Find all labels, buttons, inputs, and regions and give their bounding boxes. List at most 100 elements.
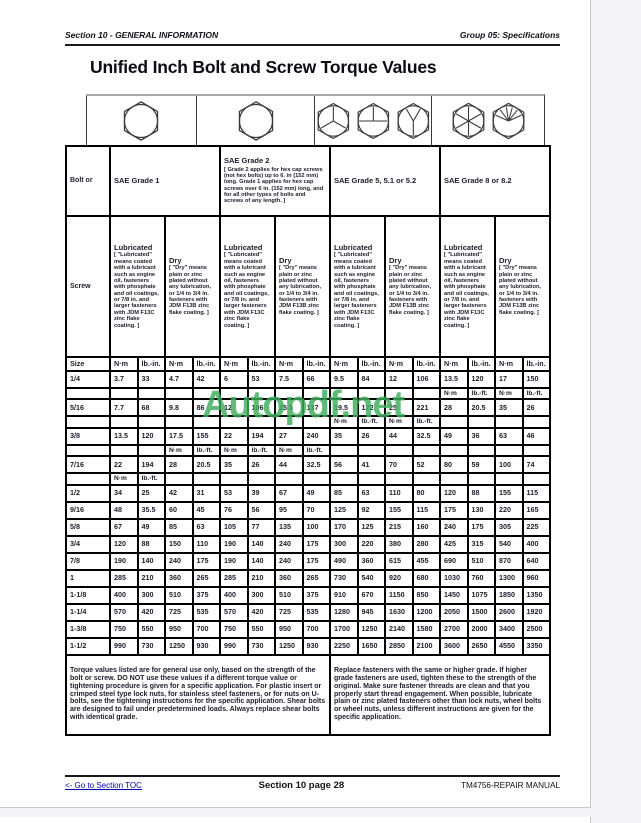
cell-label: Lubricated [444,243,483,253]
unit-cell: lb.-ft. [246,443,276,458]
torque-value-cell: 2600 [494,602,524,622]
cell-label: Dry [389,255,402,265]
grade-header-cell: SAE Grade 5, 5.1 or 5.2 [329,145,441,217]
torque-value-cell: 125 [329,500,359,520]
unit-cell: N·m [219,443,249,458]
unit-cell [164,472,194,486]
bolt-head-3-marks-icon [397,102,429,140]
unit-cell [521,443,551,458]
torque-value-cell: 3400 [494,619,524,639]
torque-value-cell: 13.5 [439,370,469,389]
torque-value-cell: 120 [109,534,139,554]
torque-value-cell: 990 [219,636,249,656]
torque-value-cell: 670 [356,585,386,605]
torque-value-cell: 110 [191,534,221,554]
size-cell: 1-1/4 [65,602,111,622]
cell-label: SAE Grade 8 or 8.2 [444,175,512,185]
unit-header-cell: N·m [219,356,249,372]
torque-value-cell: 28 [164,455,194,475]
torque-value-cell: 760 [466,568,496,588]
bolt-head-plain-icon [124,101,159,141]
unit-header-cell: lb.-in. [466,356,496,372]
cell-note: [ "Lubricated" means coated with a lubri… [444,252,489,329]
torque-value-cell: 360 [356,551,386,571]
torque-value-cell: 175 [466,517,496,537]
torque-value-cell: 1200 [411,602,441,622]
torque-value-cell: 510 [274,585,304,605]
torque-value-cell: 106 [246,398,276,418]
torque-value-cell: 285 [219,568,249,588]
unit-header-cell: N·m [274,356,304,372]
unit-header-cell: N·m [164,356,194,372]
torque-value-cell: 12 [384,370,414,389]
cell-note: [ "Lubricated" means coated with a lubri… [224,252,269,329]
unit-cell: lb.-ft. [301,443,331,458]
torque-value-cell: 33 [136,370,166,389]
cell-note: [ "Dry" means plain or zinc plated witho… [499,265,542,316]
bolt-head-6-marks-icon [452,102,485,140]
torque-value-cell: 750 [109,619,139,639]
torque-value-cell: 950 [274,619,304,639]
torque-value-cell: 175 [301,551,331,571]
unit-cell [411,472,441,486]
torque-value-cell: 17.5 [164,426,194,446]
unit-cell [384,443,414,458]
torque-value-cell: 4.7 [164,370,194,389]
torque-value-cell: 285 [109,568,139,588]
unit-cell: N·m [439,386,469,401]
go-to-section-toc-link[interactable]: <- Go to Section TOC [65,781,142,790]
unit-cell [164,386,194,401]
unit-cell [521,415,551,429]
size-cell: 1-3/8 [65,619,111,639]
torque-value-cell: 535 [301,602,331,622]
unit-header-cell: lb.-in. [246,356,276,372]
torque-value-cell: 1280 [329,602,359,622]
torque-value-cell: 910 [329,585,359,605]
table-row: N·m lb.-ft. [65,472,551,486]
unit-cell [246,386,276,401]
bolt-head-3-marks-icon [317,102,350,140]
torque-value-cell: 35 [219,455,249,475]
unit-cell: N·m [164,443,194,458]
unit-cell [219,472,249,486]
torque-value-cell: 160 [411,517,441,537]
cell-label: SAE Grade 1 [114,175,160,185]
torque-value-cell: 194 [136,455,166,475]
running-header: Section 10 - GENERAL INFORMATION Group 0… [65,30,560,40]
torque-value-cell: 240 [301,426,331,446]
table-row: Bolt or SAE Grade 1 SAE Grade 2[ Grade 2 a… [65,145,551,217]
unit-cell [109,443,139,458]
torque-value-cell: 2140 [384,619,414,639]
table-row: 1/4 3.7 33 4.7 42 6 53 7.5 66 9.5 84 12 106 13.5 120 17… [65,370,551,389]
torque-value-cell: 31 [191,483,221,503]
torque-value-cell: 3600 [439,636,469,656]
torque-value-cell: 34 [109,483,139,503]
torque-value-cell: 3.7 [109,370,139,389]
torque-value-cell: 750 [219,619,249,639]
unit-cell: N·m [329,415,359,429]
torque-value-cell: 140 [246,551,276,571]
torque-value-cell: 2850 [384,636,414,656]
table-row: 5/8 67 49 85 63 105 77 135 100 170 125 215 160 240 175… [65,517,551,537]
torque-value-cell: 550 [246,619,276,639]
dry-header-cell: Dry[ "Dry" means plain or zinc plated wi… [494,215,551,358]
torque-value-cell: 540 [356,568,386,588]
torque-value-cell: 49 [301,483,331,503]
torque-value-cell: 63 [494,426,524,446]
torque-value-cell: 105 [219,517,249,537]
torque-value-cell: 42 [164,483,194,503]
torque-value-cell: 1700 [329,619,359,639]
torque-value-cell: 92 [356,500,386,520]
torque-value-cell: 510 [466,551,496,571]
cell-note: [ "Dry" means plain or zinc plated witho… [279,265,322,316]
torque-value-cell: 140 [246,534,276,554]
torque-value-cell: 155 [494,483,524,503]
torque-value-cell: 425 [439,534,469,554]
torque-value-cell: 375 [191,585,221,605]
torque-value-cell: 2250 [329,636,359,656]
footer-rule [65,775,560,777]
torque-value-cell: 80 [411,483,441,503]
torque-value-cell: 2050 [439,602,469,622]
torque-value-cell: 115 [411,500,441,520]
cell-label: SAE Grade 2 [224,156,270,166]
